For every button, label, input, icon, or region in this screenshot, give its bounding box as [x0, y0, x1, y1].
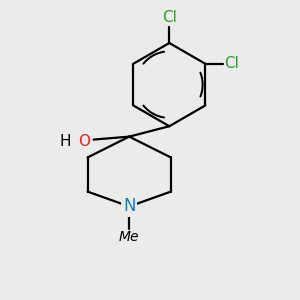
- Text: O: O: [78, 134, 90, 149]
- Text: Cl: Cl: [224, 56, 239, 71]
- Text: Me: Me: [119, 230, 140, 244]
- Text: N: N: [123, 197, 135, 215]
- Text: H: H: [60, 134, 71, 149]
- Text: Cl: Cl: [162, 11, 177, 26]
